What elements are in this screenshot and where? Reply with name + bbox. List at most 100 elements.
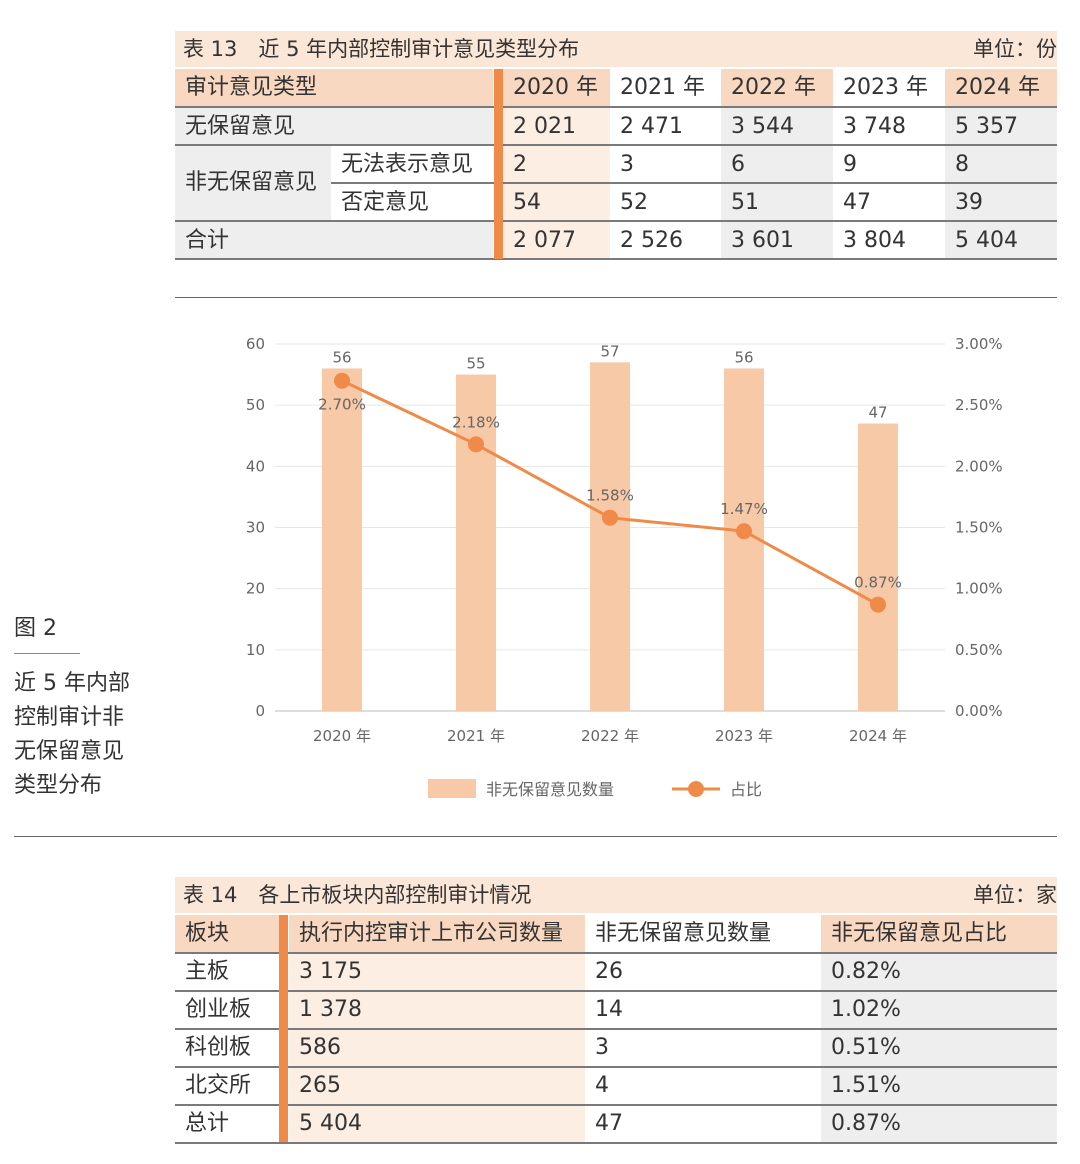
table13-header-year: 2021 年 bbox=[610, 69, 721, 106]
bar bbox=[456, 374, 496, 711]
figure2-caption-line: 无保留意见 bbox=[14, 739, 125, 764]
line-point bbox=[334, 372, 350, 389]
table14-header: 非无保留意见占比 bbox=[821, 915, 1057, 952]
table14-cell: 0.87% bbox=[821, 1106, 1057, 1142]
bar-value-label: 56 bbox=[332, 348, 351, 366]
table13-cell: 2 471 bbox=[610, 108, 721, 145]
table14-row-label: 科创板 bbox=[175, 1030, 279, 1066]
table14-row-label: 创业板 bbox=[175, 992, 279, 1028]
line-value-label: 1.58% bbox=[586, 487, 634, 505]
table14-rule bbox=[175, 1142, 1057, 1144]
table13-cell: 3 544 bbox=[721, 108, 833, 145]
table14-rule bbox=[175, 1104, 1057, 1106]
table14-header: 非无保留意见数量 bbox=[585, 915, 821, 952]
table13-rule bbox=[175, 258, 1057, 260]
table14-cell: 0.51% bbox=[821, 1030, 1057, 1066]
table13-cell: 6 bbox=[721, 146, 833, 183]
table14-cell: 1.51% bbox=[821, 1068, 1057, 1104]
table13-rule bbox=[175, 144, 1057, 146]
line-value-label: 0.87% bbox=[854, 574, 902, 592]
table13-header-type: 审计意见类型 bbox=[175, 69, 493, 106]
y2-axis-tick-label: 0.50% bbox=[955, 641, 1003, 659]
table13-header-year: 2022 年 bbox=[721, 69, 833, 106]
y-axis-tick-label: 50 bbox=[246, 396, 265, 414]
table13-cell: 2 526 bbox=[610, 222, 721, 259]
table14-cell: 47 bbox=[585, 1106, 821, 1142]
table13-unit: 单位：份 bbox=[973, 37, 1057, 61]
figure2-caption-line: 控制审计非 bbox=[14, 705, 125, 730]
table13-cell: 47 bbox=[833, 184, 945, 221]
table13-rule bbox=[331, 182, 1057, 184]
bar-value-label: 57 bbox=[600, 342, 619, 360]
table13-cell: 54 bbox=[503, 184, 610, 221]
table14-unit: 单位：家 bbox=[973, 883, 1057, 907]
table13-cell: 5 357 bbox=[945, 108, 1057, 145]
figure2-chart: 0 10 20 30 40 50 60 0.00% 0.50% 1.00% 1.50% 2.00% 2.… bbox=[246, 335, 1003, 799]
y2-axis-tick-label: 1.50% bbox=[955, 519, 1003, 537]
table13-row-sublabel: 无法表示意见 bbox=[331, 146, 493, 183]
bar-value-label: 56 bbox=[734, 348, 753, 366]
y-axis-tick-label: 30 bbox=[246, 519, 265, 537]
figure2-label-rule bbox=[14, 653, 80, 654]
legend-bar-swatch bbox=[428, 779, 476, 798]
table14-rule bbox=[175, 990, 1057, 992]
legend-bar-label: 非无保留意见数量 bbox=[486, 780, 614, 799]
table14-title: 表 14 各上市板块内部控制审计情况 bbox=[183, 883, 532, 907]
table13-row-sublabel: 否定意见 bbox=[331, 184, 493, 221]
bar-value-label: 55 bbox=[466, 355, 485, 373]
table13-title: 表 13 近 5 年内部控制审计意见类型分布 bbox=[183, 37, 580, 61]
table13-cell: 3 748 bbox=[833, 108, 945, 145]
figure2-caption-line: 近 5 年内部 bbox=[14, 671, 130, 696]
bar bbox=[858, 423, 898, 711]
table13-header-year: 2024 年 bbox=[945, 69, 1057, 106]
table14-rule bbox=[175, 1066, 1057, 1068]
x-axis-tick-label: 2022 年 bbox=[581, 727, 639, 745]
line-point bbox=[468, 436, 484, 453]
table14-row-label: 总计 bbox=[175, 1106, 279, 1142]
section-divider bbox=[175, 297, 1057, 298]
table13-rule bbox=[175, 220, 1057, 222]
table14-row-label: 北交所 bbox=[175, 1068, 279, 1104]
y-axis-tick-label: 60 bbox=[246, 335, 265, 353]
table13-accent-bar bbox=[494, 69, 503, 259]
table14-cell: 586 bbox=[289, 1030, 585, 1066]
figure2-label: 图 2 bbox=[14, 616, 57, 641]
table14-cell: 3 175 bbox=[289, 954, 585, 990]
x-axis-tick-label: 2023 年 bbox=[715, 727, 773, 745]
table13-cell: 5 404 bbox=[945, 222, 1057, 259]
table13-cell: 51 bbox=[721, 184, 833, 221]
table14-header: 板块 bbox=[175, 915, 279, 952]
y2-axis-tick-label: 2.00% bbox=[955, 457, 1003, 475]
table13-cell: 2 bbox=[503, 146, 610, 183]
table13-row-label: 无保留意见 bbox=[175, 108, 493, 145]
table14-cell: 0.82% bbox=[821, 954, 1057, 990]
bar-value-label: 47 bbox=[868, 404, 887, 422]
table13-row-group-label: 非无保留意见 bbox=[175, 146, 331, 220]
y-axis-tick-label: 0 bbox=[255, 702, 265, 720]
table13-row-label: 合计 bbox=[175, 222, 493, 259]
table13-cell: 8 bbox=[945, 146, 1057, 183]
table14-cell: 26 bbox=[585, 954, 821, 990]
table14-cell: 4 bbox=[585, 1068, 821, 1104]
y2-axis-tick-label: 1.00% bbox=[955, 580, 1003, 598]
table13-cell: 3 804 bbox=[833, 222, 945, 259]
y-axis-tick-label: 20 bbox=[246, 580, 265, 598]
y2-axis-tick-label: 0.00% bbox=[955, 702, 1003, 720]
table14-header: 执行内控审计上市公司数量 bbox=[289, 915, 585, 952]
table14-row-label: 主板 bbox=[175, 954, 279, 990]
y2-axis-tick-label: 2.50% bbox=[955, 396, 1003, 414]
legend-line-marker bbox=[688, 781, 704, 797]
line-value-label: 2.70% bbox=[318, 396, 366, 414]
table13-cell: 52 bbox=[610, 184, 721, 221]
y-axis-tick-label: 40 bbox=[246, 457, 265, 475]
line-point bbox=[602, 509, 618, 526]
section-divider bbox=[14, 836, 1057, 837]
table14-cell: 5 404 bbox=[289, 1106, 585, 1142]
figure2-caption-line: 类型分布 bbox=[14, 773, 103, 798]
x-axis-tick-label: 2024 年 bbox=[849, 727, 907, 745]
table14-cell: 1.02% bbox=[821, 992, 1057, 1028]
table13-cell: 2 077 bbox=[503, 222, 610, 259]
x-axis-tick-label: 2020 年 bbox=[313, 727, 371, 745]
table13-header-year: 2020 年 bbox=[503, 69, 610, 106]
table14-cell: 1 378 bbox=[289, 992, 585, 1028]
